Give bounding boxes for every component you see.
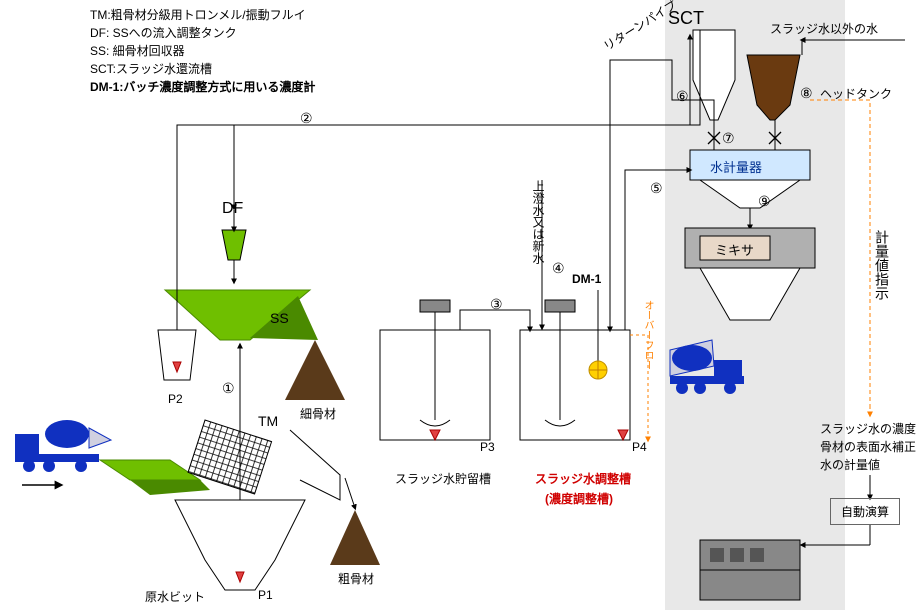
circle-9: ⑨ [758,193,771,210]
circle-7: ⑦ [722,130,735,147]
circle-3: ③ [490,296,503,313]
legend-df: DF: SSへの流入調整タンク [90,24,237,41]
circle-8: ⑧ [800,85,813,102]
label-water-meter: 水計量器 [710,157,762,176]
label-p4: P4 [632,440,647,454]
truck-left [15,420,111,472]
label-coarse-agg: 粗骨材 [338,570,374,587]
label-dm1: DM-1 [572,272,601,286]
plant-building [665,0,845,610]
info-1: スラッジ水の濃度 [820,420,916,437]
legend-ss: SS: 細骨材回収器 [90,42,185,59]
label-tm: TM [258,413,278,429]
label-ss: SS [270,310,289,326]
legend-tm: TM:粗骨材分級用トロンメル/振動フルイ [90,6,306,23]
label-overflow: オーバーフロー [640,300,655,370]
label-df: DF [222,200,243,218]
circle-2: ② [300,110,313,127]
label-p2: P2 [168,392,183,406]
label-mixer: ミキサ [715,240,754,259]
label-fine-agg: 細骨材 [300,405,336,422]
label-p3: P3 [480,440,495,454]
info-2: 骨材の表面水補正値 [820,438,916,455]
auto-calc-box: 自動演算 [830,498,900,525]
circle-1: ① [222,380,235,397]
circle-5: ⑤ [650,180,663,197]
label-other-water: スラッジ水以外の水 [770,20,878,37]
label-head-tank: ヘッドタンク [820,85,892,102]
legend-dm1: DM-1:バッチ濃度調整方式に用いる濃度計 [90,78,315,95]
label-storage-tank: スラッジ水貯留槽 [395,470,491,487]
legend-sct: SCT:スラッジ水還流槽 [90,60,212,77]
info-3: 水の計量値 [820,456,880,473]
circle-6: ⑥ [676,88,689,105]
circle-4: ④ [552,260,565,277]
label-top-water: 上澄水又は新水 [530,180,547,264]
label-p1: P1 [258,588,273,602]
label-adjust-tank1: スラッジ水調整槽 [535,470,631,487]
label-raw-pit: 原水ビット [145,588,205,605]
tank-p4 [520,290,630,440]
raw-water-pit [175,500,305,590]
label-adjust-tank2: (濃度調整槽) [545,490,613,507]
fine-agg-pile [285,340,345,400]
ss-separator [165,210,318,340]
coarse-agg-pile [330,478,380,565]
label-meas-instr: 計量値指示 [872,230,892,300]
input-chute [100,420,340,500]
tank-p3 [380,300,490,440]
